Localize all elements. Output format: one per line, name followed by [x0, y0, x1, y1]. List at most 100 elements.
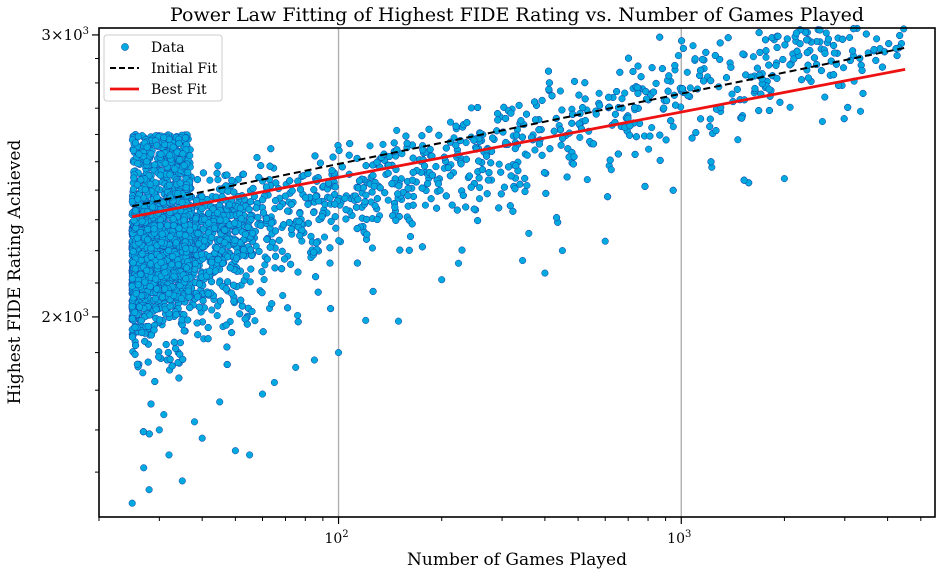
data-point: [329, 153, 337, 161]
data-point: [172, 344, 180, 353]
data-point: [521, 174, 529, 182]
data-point: [531, 146, 539, 154]
data-point: [738, 114, 746, 122]
data-point: [765, 61, 773, 69]
data-point: [194, 293, 202, 301]
data-point: [128, 315, 136, 323]
data-point: [408, 220, 416, 228]
data-point: [446, 172, 454, 180]
data-point: [228, 176, 236, 184]
data-point: [629, 67, 637, 76]
data-point: [817, 67, 825, 75]
data-point: [295, 218, 303, 226]
data-point: [236, 310, 244, 318]
data-point: [542, 189, 550, 197]
data-point: [169, 252, 177, 261]
data-point: [166, 302, 174, 310]
data-point: [132, 341, 140, 349]
data-point: [849, 47, 857, 55]
data-point: [355, 177, 364, 185]
data-point: [373, 158, 381, 166]
data-point: [259, 328, 267, 336]
data-point: [583, 176, 591, 184]
data-point: [522, 110, 531, 118]
data-point: [390, 139, 398, 147]
data-point: [138, 329, 146, 337]
data-point: [509, 207, 517, 215]
data-point: [141, 186, 149, 194]
data-point: [266, 243, 274, 251]
data-point: [434, 180, 442, 188]
data-point: [231, 219, 239, 227]
data-point: [381, 189, 389, 197]
data-point: [195, 303, 203, 311]
data-point: [487, 159, 495, 167]
data-point: [669, 123, 677, 131]
legend-label-data: Data: [151, 40, 185, 56]
data-point: [734, 136, 742, 144]
data-point: [631, 150, 639, 158]
data-point: [156, 316, 164, 324]
data-point: [137, 256, 145, 264]
data-point: [259, 209, 268, 217]
data-point: [342, 215, 350, 223]
data-point: [231, 447, 239, 455]
data-point: [830, 49, 838, 57]
data-point: [669, 186, 677, 194]
data-point: [251, 317, 259, 325]
data-point: [176, 339, 184, 347]
data-point: [352, 203, 360, 211]
data-point: [310, 208, 318, 217]
data-point: [143, 266, 151, 275]
data-point: [166, 151, 174, 159]
data-point: [458, 246, 466, 254]
data-point: [194, 230, 202, 238]
data-point: [326, 244, 334, 252]
data-point: [137, 270, 145, 278]
data-point: [195, 240, 203, 248]
data-point: [409, 201, 417, 209]
data-point: [131, 139, 140, 147]
data-point: [483, 190, 491, 198]
data-point: [404, 192, 412, 200]
data-point: [373, 195, 381, 203]
data-point: [776, 98, 784, 106]
data-point: [166, 355, 174, 363]
data-point: [155, 426, 163, 434]
data-point: [152, 305, 160, 313]
data-point: [150, 225, 158, 233]
x-tick-label: 102: [324, 529, 348, 547]
data-point: [196, 280, 204, 288]
data-point: [232, 228, 240, 236]
data-point: [134, 195, 142, 203]
data-point: [128, 302, 136, 311]
data-point: [395, 182, 403, 190]
data-point: [133, 360, 141, 368]
data-point: [393, 126, 401, 134]
data-point: [656, 131, 664, 139]
data-point: [240, 246, 248, 254]
data-point: [271, 227, 280, 235]
data-point: [327, 217, 335, 225]
data-point: [181, 134, 189, 142]
data-point: [137, 176, 145, 184]
data-point: [362, 162, 370, 170]
data-point: [589, 140, 598, 148]
data-point: [545, 79, 553, 87]
data-point: [467, 104, 475, 112]
data-point: [369, 171, 377, 180]
data-point: [316, 159, 324, 167]
data-point: [790, 55, 798, 63]
data-point: [896, 31, 904, 40]
data-point: [133, 181, 141, 189]
data-point: [146, 311, 154, 319]
data-point: [296, 185, 305, 193]
data-point: [136, 303, 144, 311]
data-point: [409, 168, 417, 176]
data-point: [146, 282, 154, 291]
data-point: [237, 215, 245, 223]
data-point: [545, 85, 553, 93]
data-point: [198, 434, 206, 442]
data-point: [656, 156, 664, 164]
data-point: [626, 131, 634, 139]
